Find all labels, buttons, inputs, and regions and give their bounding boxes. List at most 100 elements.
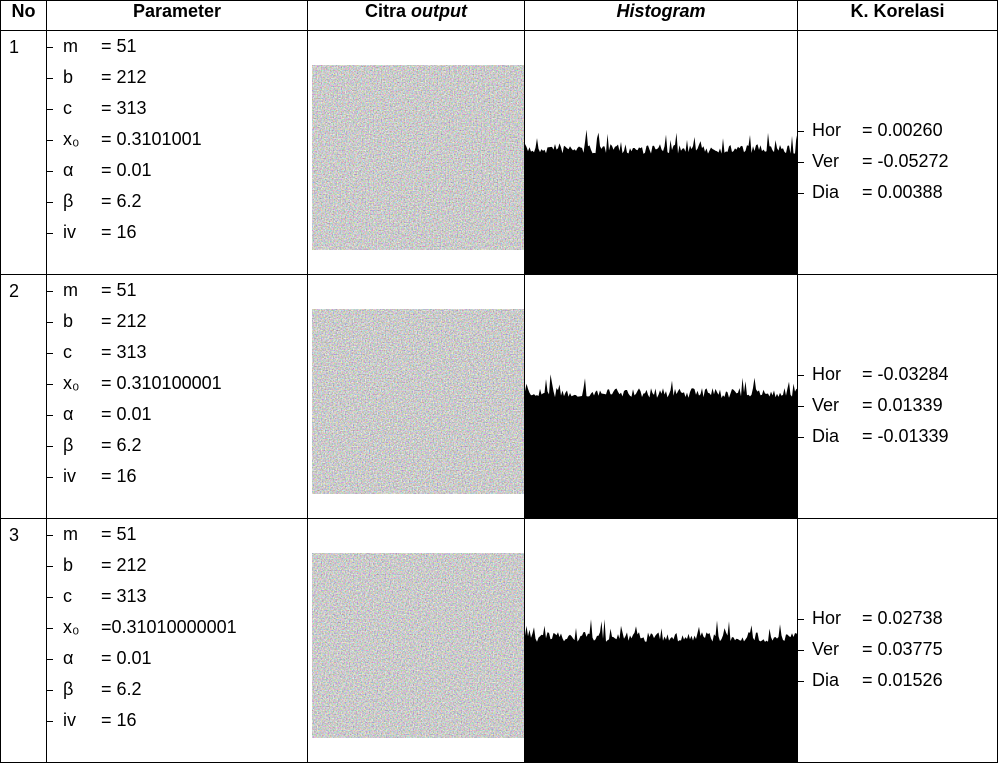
parameter-name: iv <box>63 705 101 736</box>
correlation-line: Hor= 0.00260 <box>798 115 997 146</box>
histogram-cell <box>525 519 798 763</box>
histogram-shape <box>525 619 798 762</box>
header-text: Citra <box>365 1 406 21</box>
output-image <box>312 309 524 494</box>
correlation-name: Hor <box>812 359 862 390</box>
header-cell: Citra output <box>308 1 525 31</box>
parameter-value: = 6.2 <box>101 435 142 455</box>
parameter-line: c= 313 <box>47 337 307 368</box>
correlation-name: Hor <box>812 115 862 146</box>
correlation-line: Ver= -0.05272 <box>798 146 997 177</box>
parameter-name: m <box>63 519 101 550</box>
correlation-value: = -0.03284 <box>862 364 949 384</box>
parameter-name: α <box>63 155 101 186</box>
parameter-value: =0.31010000001 <box>101 617 237 637</box>
histogram-cell <box>525 31 798 275</box>
noise-pixels <box>312 65 524 250</box>
parameter-line: x₀= 0.310100001 <box>47 368 307 399</box>
parameter-name: c <box>63 581 101 612</box>
parameter-value: = 212 <box>101 311 147 331</box>
correlation-value: = 0.01339 <box>862 395 943 415</box>
parameter-value: = 212 <box>101 555 147 575</box>
parameter-value: = 212 <box>101 67 147 87</box>
parameter-line: b= 212 <box>47 550 307 581</box>
parameter-value: = 16 <box>101 466 137 486</box>
parameter-value: = 6.2 <box>101 191 142 211</box>
parameter-name: m <box>63 275 101 306</box>
parameter-name: c <box>63 337 101 368</box>
parameter-line: α= 0.01 <box>47 643 307 674</box>
parameter-line: iv= 16 <box>47 461 307 492</box>
parameter-value: = 0.01 <box>101 648 152 668</box>
histogram-cell <box>525 275 798 519</box>
parameter-value: = 51 <box>101 280 137 300</box>
parameter-line: β= 6.2 <box>47 186 307 217</box>
row-number: 3 <box>1 519 47 763</box>
histogram-image <box>525 368 798 518</box>
correlation-value: = 0.02738 <box>862 608 943 628</box>
parameter-name: α <box>63 643 101 674</box>
parameter-name: x₀ <box>63 612 101 643</box>
parameter-line: m= 51 <box>47 31 307 62</box>
parameter-name: x₀ <box>63 124 101 155</box>
noise-pixels <box>312 553 524 738</box>
header-cell: Parameter <box>47 1 308 31</box>
parameter-line: β= 6.2 <box>47 430 307 461</box>
parameter-line: x₀=0.31010000001 <box>47 612 307 643</box>
parameter-value: = 313 <box>101 586 147 606</box>
correlation-value: = 0.00260 <box>862 120 943 140</box>
correlation-name: Hor <box>812 603 862 634</box>
parameter-name: β <box>63 186 101 217</box>
correlation-value: = 0.03775 <box>862 639 943 659</box>
correlation-line: Ver= 0.03775 <box>798 634 997 665</box>
parameter-line: α= 0.01 <box>47 399 307 430</box>
parameter-line: iv= 16 <box>47 217 307 248</box>
correlation-name: Dia <box>812 177 862 208</box>
output-image <box>312 553 524 738</box>
parameter-line: c= 313 <box>47 93 307 124</box>
correlation-value: = 0.01526 <box>862 670 943 690</box>
parameter-value: = 51 <box>101 36 137 56</box>
parameter-name: β <box>63 674 101 705</box>
correlation-line: Hor= -0.03284 <box>798 359 997 390</box>
output-image-cell <box>308 275 525 519</box>
noise-pixels <box>312 309 524 494</box>
parameter-name: iv <box>63 461 101 492</box>
correlation-line: Hor= 0.02738 <box>798 603 997 634</box>
correlation-line: Dia= -0.01339 <box>798 421 997 452</box>
parameter-value: = 0.3101001 <box>101 129 202 149</box>
correlation-line: Dia= 0.01526 <box>798 665 997 696</box>
parameter-name: x₀ <box>63 368 101 399</box>
parameter-value: = 0.310100001 <box>101 373 222 393</box>
header-cell: K. Korelasi <box>798 1 998 31</box>
parameter-line: m= 51 <box>47 275 307 306</box>
parameter-value: = 0.01 <box>101 160 152 180</box>
header-text: output <box>411 1 467 21</box>
header-cell: Histogram <box>525 1 798 31</box>
correlation-value: = 0.00388 <box>862 182 943 202</box>
correlation-name: Dia <box>812 421 862 452</box>
parameter-name: m <box>63 31 101 62</box>
parameter-line: b= 212 <box>47 62 307 93</box>
header-text: Histogram <box>616 1 705 21</box>
parameter-name: c <box>63 93 101 124</box>
row-number: 1 <box>1 31 47 275</box>
header-row: No Parameter Citra output Histogram K. K… <box>1 1 998 31</box>
correlation-line: Ver= 0.01339 <box>798 390 997 421</box>
parameter-name: β <box>63 430 101 461</box>
parameter-value: = 313 <box>101 98 147 118</box>
page: No Parameter Citra output Histogram K. K… <box>0 0 998 747</box>
parameter-value: = 313 <box>101 342 147 362</box>
parameter-value: = 51 <box>101 524 137 544</box>
histogram-image <box>525 612 798 762</box>
parameter-name: b <box>63 306 101 337</box>
